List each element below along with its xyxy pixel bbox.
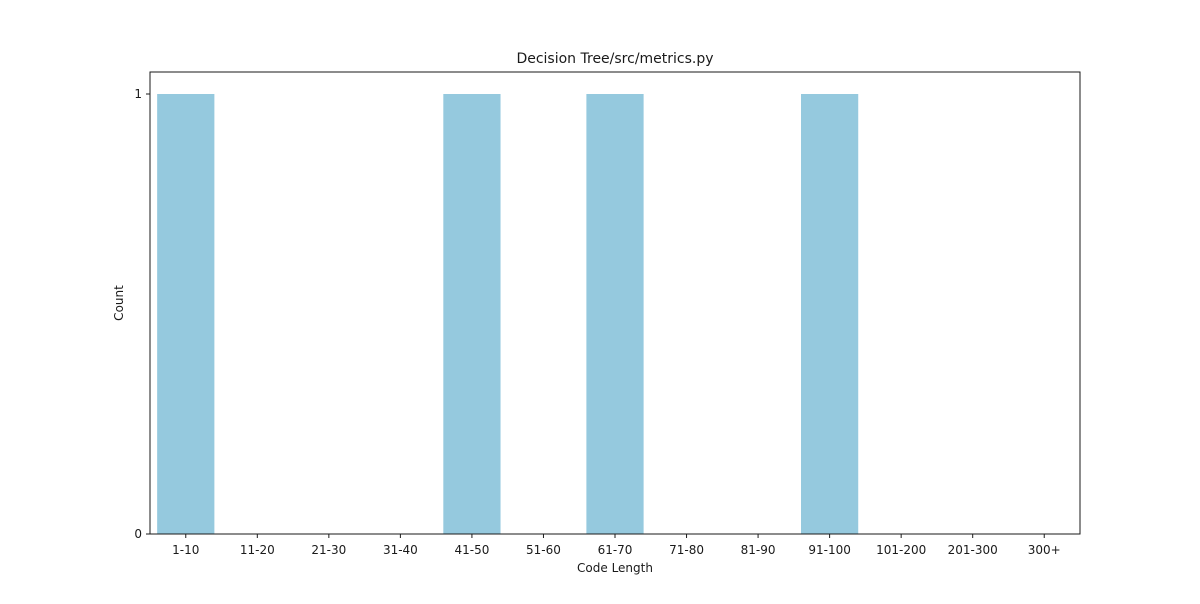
- x-tick-label: 61-70: [598, 543, 633, 557]
- y-tick-label: 1: [134, 87, 142, 101]
- x-tick-label: 91-100: [808, 543, 851, 557]
- x-tick-label: 41-50: [454, 543, 489, 557]
- bars-group: [157, 94, 859, 534]
- bar-61-70: [586, 94, 644, 534]
- y-tick-label: 0: [134, 527, 142, 541]
- y-axis-label: Count: [112, 285, 126, 321]
- x-axis-label: Code Length: [577, 561, 653, 575]
- x-tick-label: 81-90: [741, 543, 776, 557]
- x-tick-label: 300+: [1028, 543, 1061, 557]
- x-tick-label: 101-200: [876, 543, 926, 557]
- x-axis-ticks: 1-10 11-20 21-30 31-40 41-50 51-60 61-70 71-80 8…: [172, 534, 1061, 557]
- chart-title: Decision Tree/src/metrics.py: [516, 51, 713, 67]
- x-tick-label: 1-10: [172, 543, 199, 557]
- bar-41-50: [443, 94, 501, 534]
- bar-1-10: [157, 94, 215, 534]
- bar-91-100: [801, 94, 859, 534]
- x-tick-label: 71-80: [669, 543, 704, 557]
- x-tick-label: 201-300: [948, 543, 998, 557]
- x-tick-label: 11-20: [240, 543, 275, 557]
- x-tick-label: 51-60: [526, 543, 561, 557]
- x-tick-label: 31-40: [383, 543, 418, 557]
- y-axis-ticks: 01: [134, 87, 150, 541]
- x-tick-label: 21-30: [311, 543, 346, 557]
